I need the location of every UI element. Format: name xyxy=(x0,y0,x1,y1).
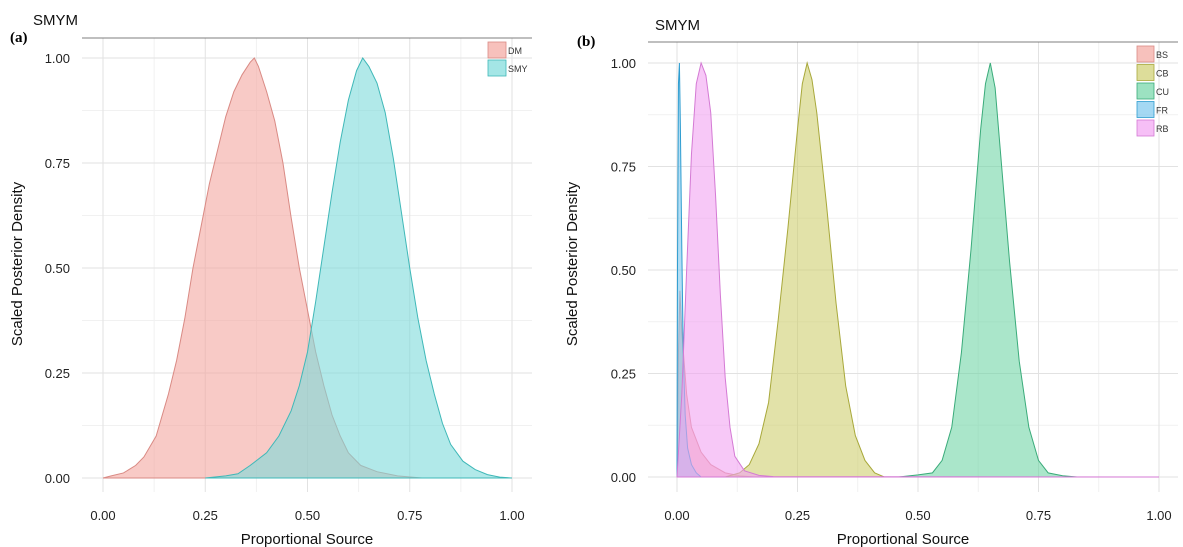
x-tick-label: 0.50 xyxy=(295,508,320,523)
plot-area xyxy=(648,42,1178,492)
legend-key xyxy=(487,59,507,77)
panel-label: (a) xyxy=(10,30,28,46)
y-tick-label: 1.00 xyxy=(45,51,70,66)
legend-key xyxy=(1136,101,1155,118)
grid xyxy=(648,42,1178,492)
legend-label: BS xyxy=(1156,50,1168,60)
legend-key xyxy=(1136,119,1155,137)
y-tick-label: 0.00 xyxy=(45,471,70,486)
density-area-cu xyxy=(898,62,1078,478)
y-axis-label: Scaled Posterior Density xyxy=(9,181,26,346)
y-tick-label: 0.00 xyxy=(611,470,636,485)
panel-label: (b) xyxy=(577,34,595,50)
x-tick-label: 0.75 xyxy=(397,508,422,523)
y-tick-label: 1.00 xyxy=(611,56,636,71)
x-tick-label: 1.00 xyxy=(1146,508,1171,523)
y-tick-label: 0.75 xyxy=(611,160,636,175)
legend-key xyxy=(1136,82,1155,100)
density-area-smy xyxy=(205,57,513,479)
y-tick-label: 0.25 xyxy=(45,366,70,381)
legend-label: CB xyxy=(1156,69,1169,79)
x-tick-label: 0.25 xyxy=(193,508,218,523)
legend: BS CB CU FR RB xyxy=(1136,45,1169,137)
chart-title: SMYM xyxy=(655,17,700,34)
x-tick-label: 0.25 xyxy=(785,508,810,523)
y-tick-label: 0.25 xyxy=(611,367,636,382)
legend-key xyxy=(487,41,507,59)
y-axis-label: Scaled Posterior Density xyxy=(564,181,581,346)
y-tick-label: 0.75 xyxy=(45,156,70,171)
x-tick-label: 1.00 xyxy=(499,508,524,523)
x-tick-label: 0.00 xyxy=(664,508,689,523)
legend-label: FR xyxy=(1156,106,1168,116)
panel-b: 0.00 0.25 0.50 0.75 1.00 0.00 0.25 0.50 0.75 1.00… xyxy=(564,17,1178,547)
legend-key xyxy=(1136,64,1155,81)
density-area-cb xyxy=(725,61,885,478)
legend-key xyxy=(1136,45,1155,63)
legend-label: CU xyxy=(1156,87,1169,97)
x-tick-label: 0.50 xyxy=(905,508,930,523)
x-axis-label: Proportional Source xyxy=(837,531,970,547)
panel-a: 0.00 0.25 0.50 0.75 1.00 0.00 0.25 0.50 0.75 1.00… xyxy=(9,12,532,547)
y-tick-label: 0.50 xyxy=(611,263,636,278)
legend-label: RB xyxy=(1156,124,1169,134)
x-axis-label: Proportional Source xyxy=(241,531,374,547)
x-tick-label: 0.00 xyxy=(90,508,115,523)
chart-title: SMYM xyxy=(33,12,78,29)
density-area-rb xyxy=(676,61,1160,478)
legend-label: DM xyxy=(508,46,522,56)
x-tick-label: 0.75 xyxy=(1026,508,1051,523)
y-tick-label: 0.50 xyxy=(45,261,70,276)
legend-label: SMY xyxy=(508,64,528,74)
legend: DM SMY xyxy=(487,41,528,77)
